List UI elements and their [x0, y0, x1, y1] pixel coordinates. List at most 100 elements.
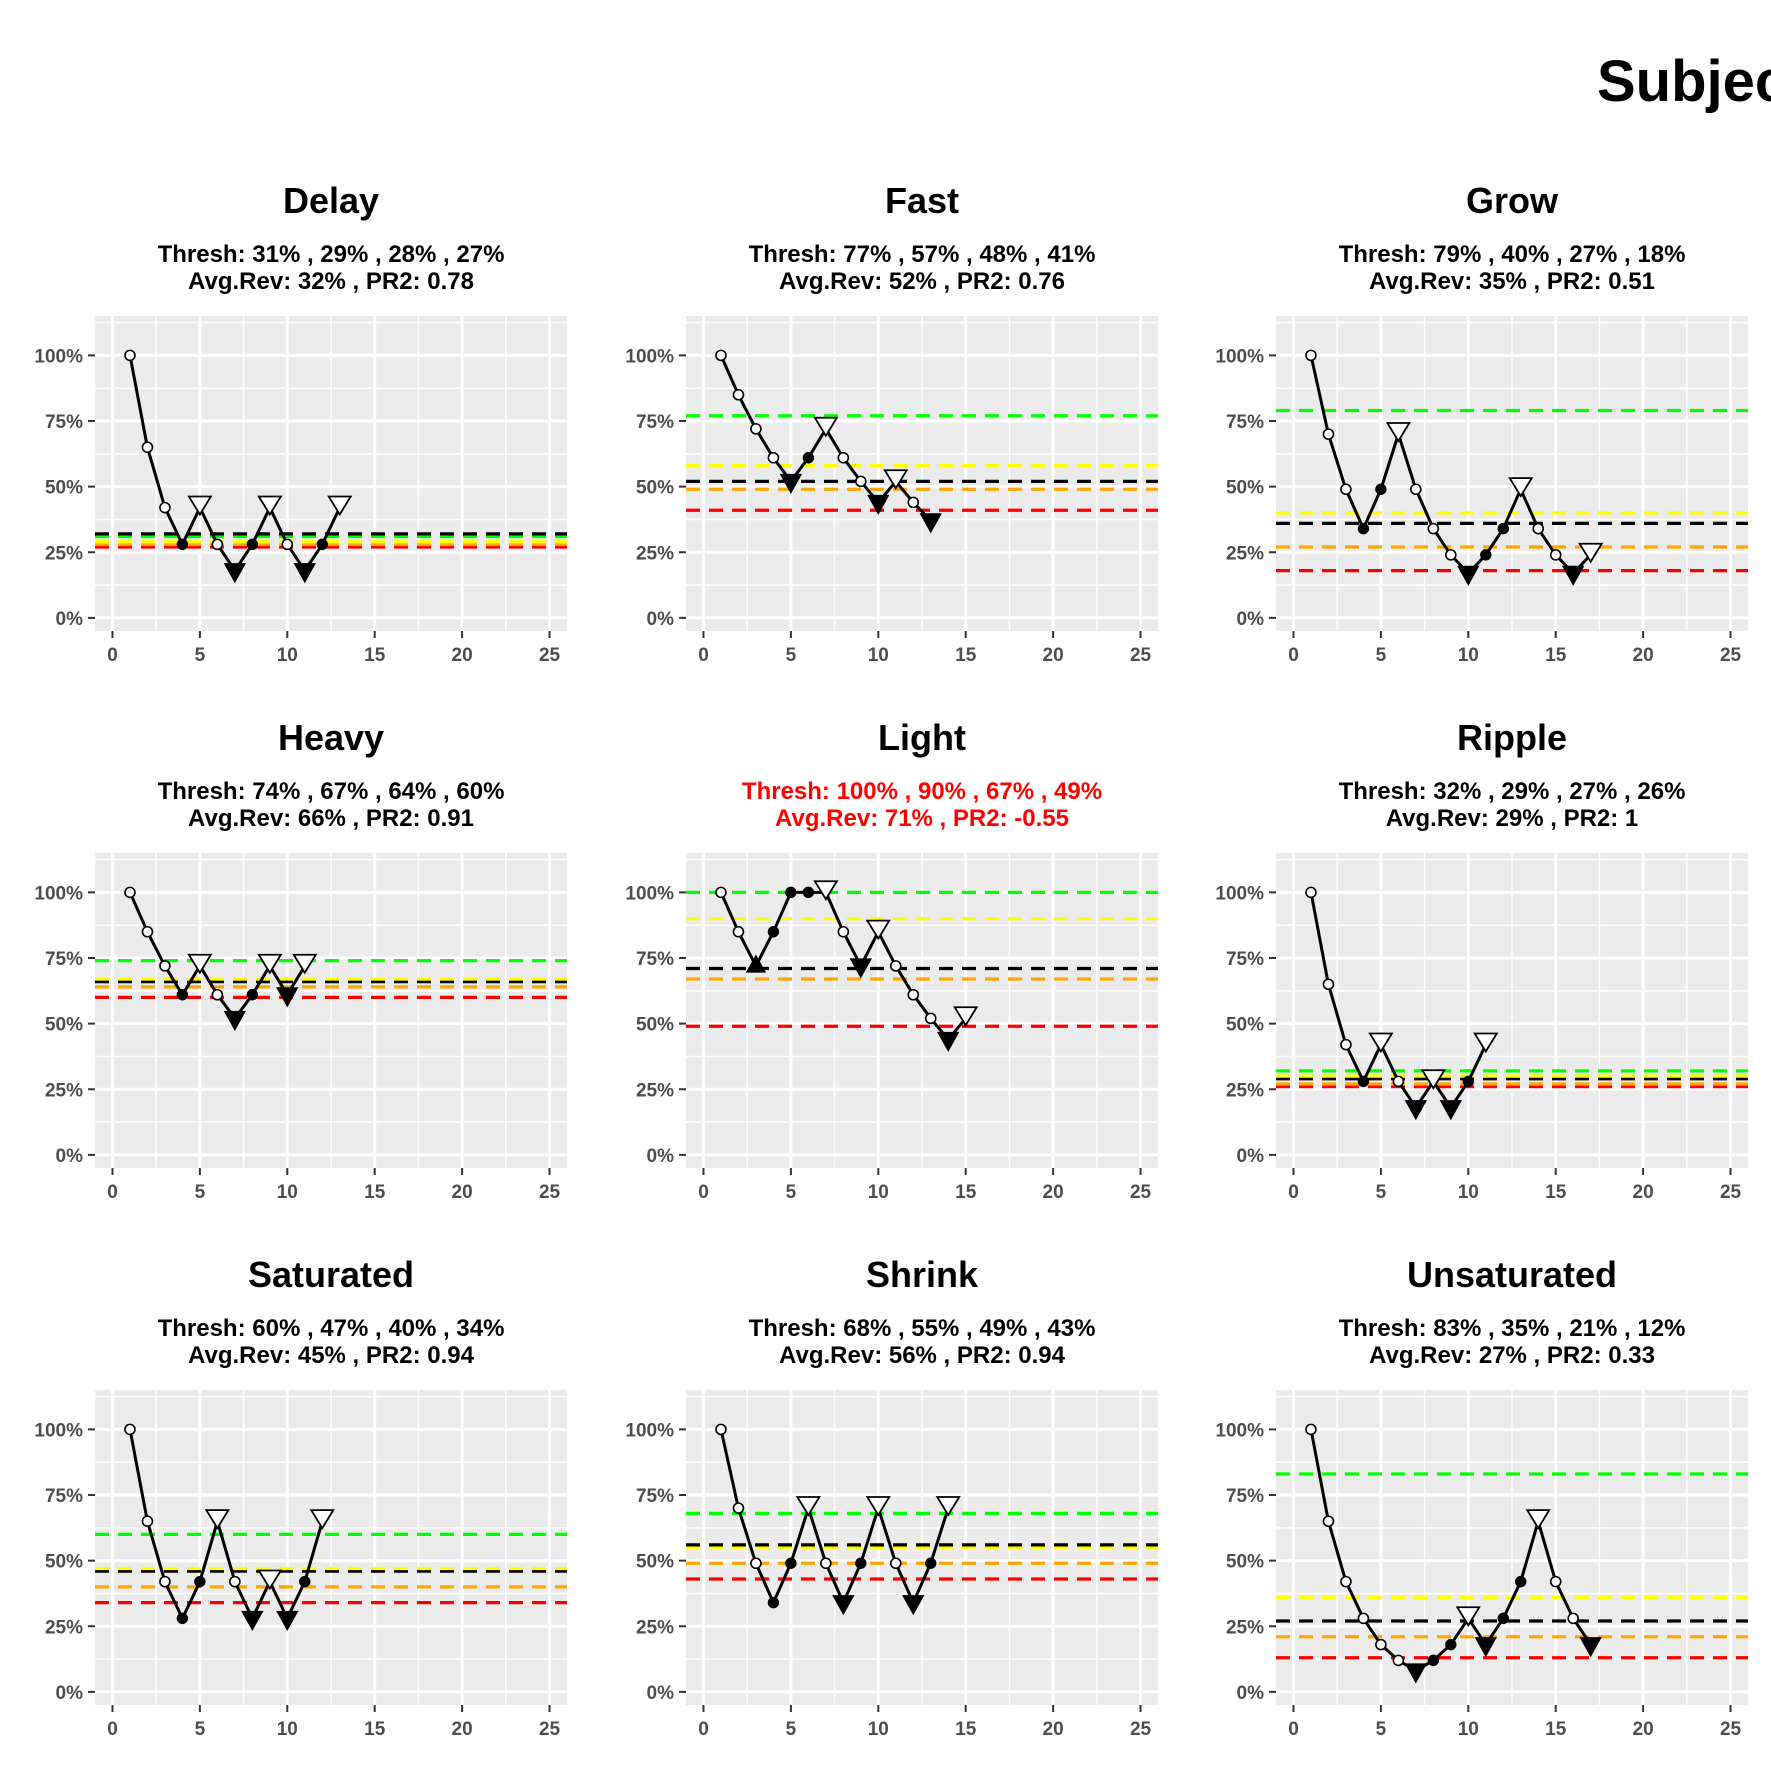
panel-light: Light Thresh: 100% , 90% , 67% , 49%Avg.R… [625, 717, 1158, 1203]
data-point-open [907, 988, 920, 1001]
y-tick-label: 0% [56, 1146, 84, 1167]
data-point-open [1305, 1423, 1317, 1436]
data-point-open [889, 1557, 902, 1570]
y-tick-label: 75% [636, 412, 674, 433]
y-tick-label: 25% [1226, 1080, 1264, 1101]
data-point-filled [176, 1612, 189, 1625]
y-tick-label: 50% [45, 478, 83, 499]
x-tick-label: 10 [277, 1182, 298, 1203]
data-point-open [732, 388, 745, 401]
data-point-open [889, 960, 902, 972]
y-tick-label: 50% [45, 1015, 83, 1036]
reversal-up-marker [187, 495, 213, 517]
x-tick-label: 5 [786, 1719, 797, 1740]
reversal-up-marker [187, 953, 213, 975]
data-point-open [1305, 349, 1317, 362]
data-point-open [1322, 978, 1335, 991]
thresh-subtitle: Thresh: 68% , 55% , 49% , 43% [749, 1315, 1096, 1342]
y-tick-label: 0% [647, 1146, 675, 1167]
data-point-filled [176, 538, 189, 551]
data-point-filled [246, 989, 259, 1001]
data-point-filled [767, 926, 780, 938]
data-point-open [159, 1575, 171, 1588]
data-point-open [159, 501, 171, 514]
data-point-open [211, 538, 224, 551]
reversal-up-marker [1578, 542, 1604, 564]
x-tick-label: 15 [955, 1719, 977, 1740]
reversal-up-marker [953, 1006, 979, 1027]
data-point-filled [785, 1557, 797, 1569]
x-tick-label: 5 [1376, 1182, 1387, 1203]
reversal-down-marker [1439, 1100, 1463, 1121]
x-tick-label: 5 [1376, 1719, 1387, 1740]
x-tick-label: 0 [1288, 1719, 1299, 1740]
reversal-up-marker [204, 1509, 230, 1530]
y-tick-label: 50% [636, 478, 674, 499]
x-tick-label: 20 [1043, 645, 1064, 666]
data-point-open [1322, 1515, 1335, 1528]
x-tick-label: 15 [1545, 1182, 1567, 1203]
x-tick-label: 15 [364, 1182, 386, 1203]
reversal-down-marker [276, 987, 299, 1008]
data-point-open [767, 451, 780, 464]
x-tick-label: 10 [1458, 645, 1479, 666]
x-tick-label: 0 [698, 645, 709, 666]
data-point-open [1532, 522, 1545, 535]
reversal-up-marker [292, 953, 318, 975]
x-tick-label: 25 [1720, 645, 1742, 666]
panel-title: Grow [1466, 180, 1559, 221]
data-point-filled [785, 886, 797, 899]
x-tick-label: 25 [1130, 1182, 1152, 1203]
data-point-open [141, 441, 154, 454]
x-tick-label: 20 [1633, 1719, 1654, 1740]
reversal-up-marker [883, 469, 909, 490]
reversal-down-marker [919, 513, 942, 534]
reversal-up-marker [813, 416, 839, 438]
reversal-down-marker [779, 473, 803, 494]
x-tick-label: 20 [1633, 1182, 1654, 1203]
x-tick-label: 10 [1458, 1719, 1479, 1740]
data-point-filled [1497, 522, 1509, 535]
reversal-down-marker [1404, 1100, 1428, 1121]
avgrev-subtitle: Avg.Rev: 56% , PR2: 0.94 [779, 1342, 1066, 1369]
panel-title: Heavy [278, 717, 384, 758]
reversal-down-marker [849, 958, 873, 979]
x-tick-label: 0 [698, 1182, 709, 1203]
reversal-up-marker [1368, 1032, 1394, 1054]
x-tick-label: 15 [364, 1719, 386, 1740]
thresh-subtitle: Thresh: 32% , 29% , 27% , 26% [1339, 778, 1686, 805]
reversal-down-marker [1404, 1663, 1428, 1684]
avgrev-subtitle: Avg.Rev: 35% , PR2: 0.51 [1369, 268, 1655, 295]
reversal-up-marker [1385, 422, 1411, 443]
data-point-open [1340, 1038, 1352, 1051]
y-tick-label: 0% [1237, 1146, 1265, 1167]
avgrev-subtitle: Avg.Rev: 32% , PR2: 0.78 [188, 268, 474, 295]
x-tick-label: 20 [1043, 1719, 1064, 1740]
x-tick-label: 5 [1376, 645, 1387, 666]
y-tick-label: 0% [56, 609, 84, 630]
reversal-down-marker [223, 1010, 247, 1031]
data-point-filled [316, 538, 328, 551]
y-tick-label: 25% [1226, 543, 1264, 564]
thresh-subtitle: Thresh: 83% , 35% , 21% , 12% [1339, 1315, 1686, 1342]
y-tick-label: 75% [45, 412, 83, 433]
y-tick-label: 75% [636, 1486, 674, 1507]
reversal-up-marker [935, 1496, 961, 1517]
y-tick-label: 50% [1226, 478, 1264, 499]
y-tick-label: 0% [647, 1683, 675, 1704]
x-tick-label: 5 [195, 1182, 206, 1203]
x-tick-label: 5 [195, 1719, 206, 1740]
y-tick-label: 100% [34, 346, 83, 367]
reversal-up-marker [257, 953, 283, 975]
y-tick-label: 50% [636, 1552, 674, 1573]
panel-unsaturated: Unsaturated Thresh: 83% , 35% , 21% , 12%… [1215, 1254, 1748, 1740]
data-point-open [1549, 1575, 1562, 1588]
x-tick-label: 20 [452, 1719, 473, 1740]
y-tick-label: 25% [636, 1080, 674, 1101]
x-tick-label: 0 [107, 645, 118, 666]
data-point-open [1445, 549, 1457, 561]
data-point-open [141, 1515, 154, 1528]
panel-heavy: Heavy Thresh: 74% , 67% , 64% , 60%Avg.Re… [34, 717, 567, 1203]
data-point-filled [802, 886, 815, 899]
data-point-filled [1357, 1075, 1370, 1088]
